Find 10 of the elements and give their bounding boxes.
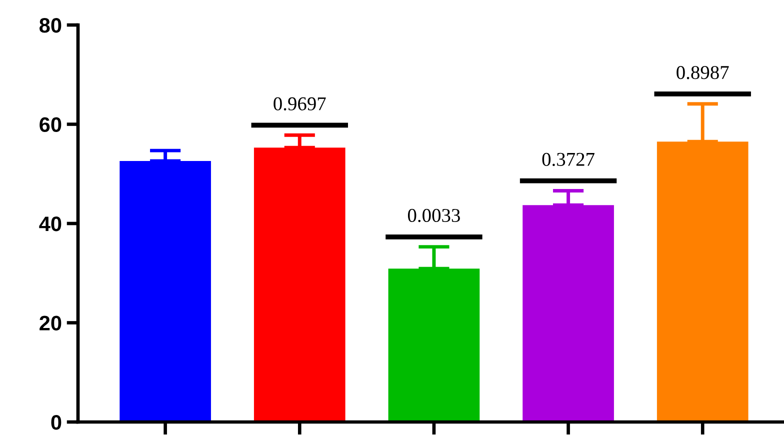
annotation: 0.0033 bbox=[408, 208, 460, 222]
annotation: 0.9697 bbox=[274, 97, 326, 110]
y-tick-label: 20 bbox=[40, 316, 62, 331]
y-tick-label: 40 bbox=[39, 216, 62, 232]
y-tick-label: 0 bbox=[51, 415, 62, 430]
annotation: 0.3727 bbox=[542, 152, 594, 166]
bar bbox=[120, 160, 211, 422]
annotation: 0.8987 bbox=[676, 66, 729, 80]
y-tick-label: 80 bbox=[40, 18, 62, 33]
y-tick-label: 60 bbox=[40, 117, 62, 132]
